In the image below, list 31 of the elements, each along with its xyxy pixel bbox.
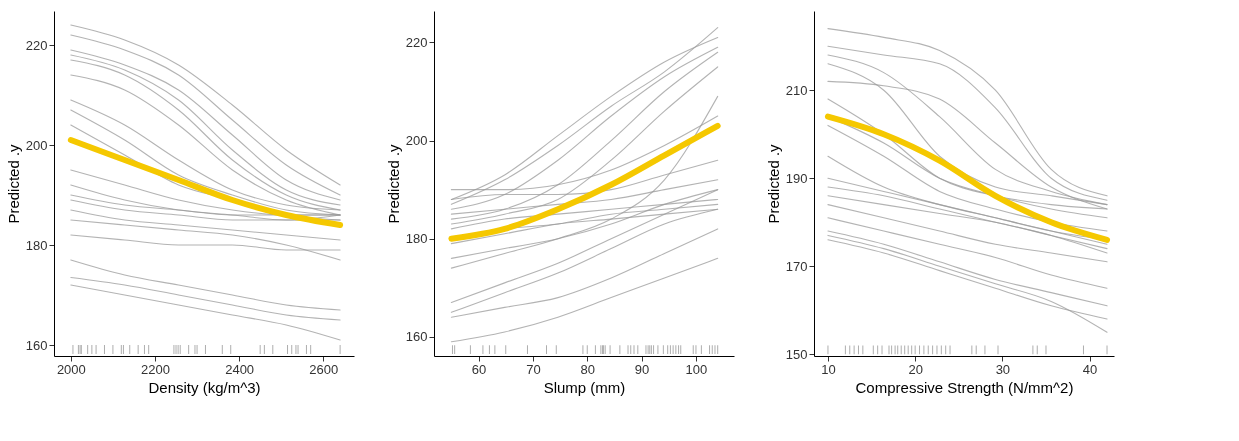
y-tick-label: 160	[405, 329, 428, 345]
y-tick-label: 170	[785, 258, 808, 274]
y-tick-label: 160	[25, 337, 48, 353]
x-tick-label: 60	[471, 361, 487, 377]
x-tick-label: 2200	[141, 361, 170, 377]
y-tick-label: 180	[405, 231, 428, 247]
x-tick-label: 20	[908, 361, 923, 377]
x-tick-label: 80	[580, 361, 595, 377]
y-tick-label: 200	[405, 133, 428, 149]
x-tick-label: 2000	[56, 361, 86, 377]
x-tick-label: 40	[1082, 361, 1098, 377]
y-tick-label: 150	[785, 346, 808, 362]
x-tick-label: 2600	[309, 361, 339, 377]
x-tick-label: 90	[634, 361, 650, 377]
y-tick-label: 210	[785, 82, 808, 98]
x-axis-title: Slump (mm)	[543, 378, 626, 396]
y-tick-label: 200	[25, 137, 48, 153]
y-axis-title: Predicted .y	[384, 143, 402, 224]
x-axis-title: Density (kg/m^3)	[148, 378, 261, 396]
x-axis-title: Compressive Strength (N/mm^2)	[855, 378, 1074, 396]
x-tick-label: 2400	[225, 361, 255, 377]
y-axis-title: Predicted .y	[4, 143, 22, 224]
y-tick-label: 190	[785, 170, 808, 186]
y-axis-title: Predicted .y	[764, 143, 782, 224]
x-tick-label: 10	[821, 361, 836, 377]
x-tick-label: 100	[685, 361, 708, 377]
x-tick-label: 30	[995, 361, 1011, 377]
y-tick-label: 220	[405, 34, 428, 50]
y-tick-label: 220	[25, 37, 48, 53]
x-tick-label: 70	[526, 361, 541, 377]
y-tick-label: 180	[25, 237, 48, 253]
